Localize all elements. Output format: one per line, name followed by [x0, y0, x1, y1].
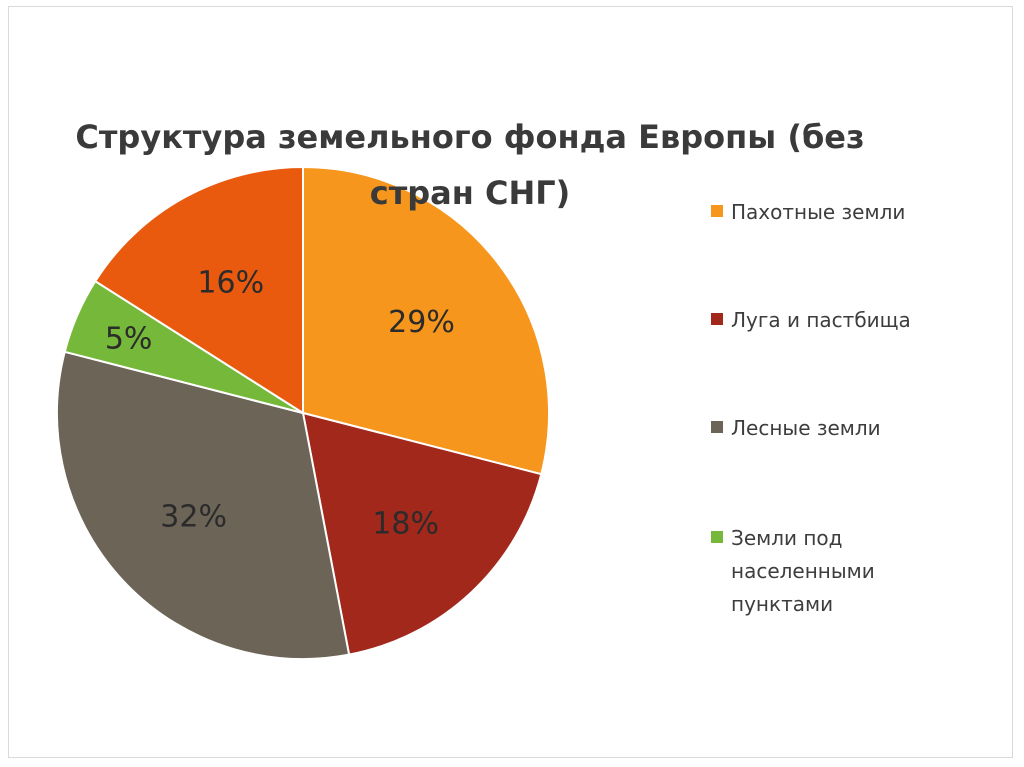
legend-label-1: Пахотные земли	[731, 200, 905, 224]
legend-label-4: Земли под населенными пунктами	[731, 526, 875, 616]
pie-slices	[56, 165, 550, 660]
slice-label-2: 18%	[372, 506, 439, 541]
legend-swatch-3	[711, 421, 723, 433]
slice-labels: 29% 18% 32% 5% 16%	[105, 266, 455, 542]
chart-title-line-1: Структура земельного фонда Европы (без	[75, 118, 864, 156]
slice-label-5: 16%	[197, 266, 264, 301]
legend: Пахотные земли Луга и пастбища Лесные земл…	[711, 200, 911, 616]
legend-label-3: Лесные земли	[731, 416, 881, 440]
chart-title: Структура земельного фонда Европы (без ст…	[75, 118, 864, 212]
slide-frame	[8, 6, 1013, 758]
legend-swatch-2	[711, 313, 723, 325]
slice-label-1: 29%	[388, 305, 455, 340]
legend-swatch-1	[711, 205, 723, 217]
pie-slice-3	[56, 350, 351, 660]
slice-label-4: 5%	[105, 322, 153, 357]
pie-slice-1	[302, 165, 550, 476]
pie-slice-5	[93, 165, 304, 415]
legend-swatch-4	[711, 531, 723, 543]
slice-label-3: 32%	[160, 500, 227, 535]
chart-title-line-2: стран СНГ)	[370, 174, 571, 212]
legend-label-2: Луга и пастбища	[731, 308, 911, 332]
pie-slice-2	[301, 411, 543, 656]
